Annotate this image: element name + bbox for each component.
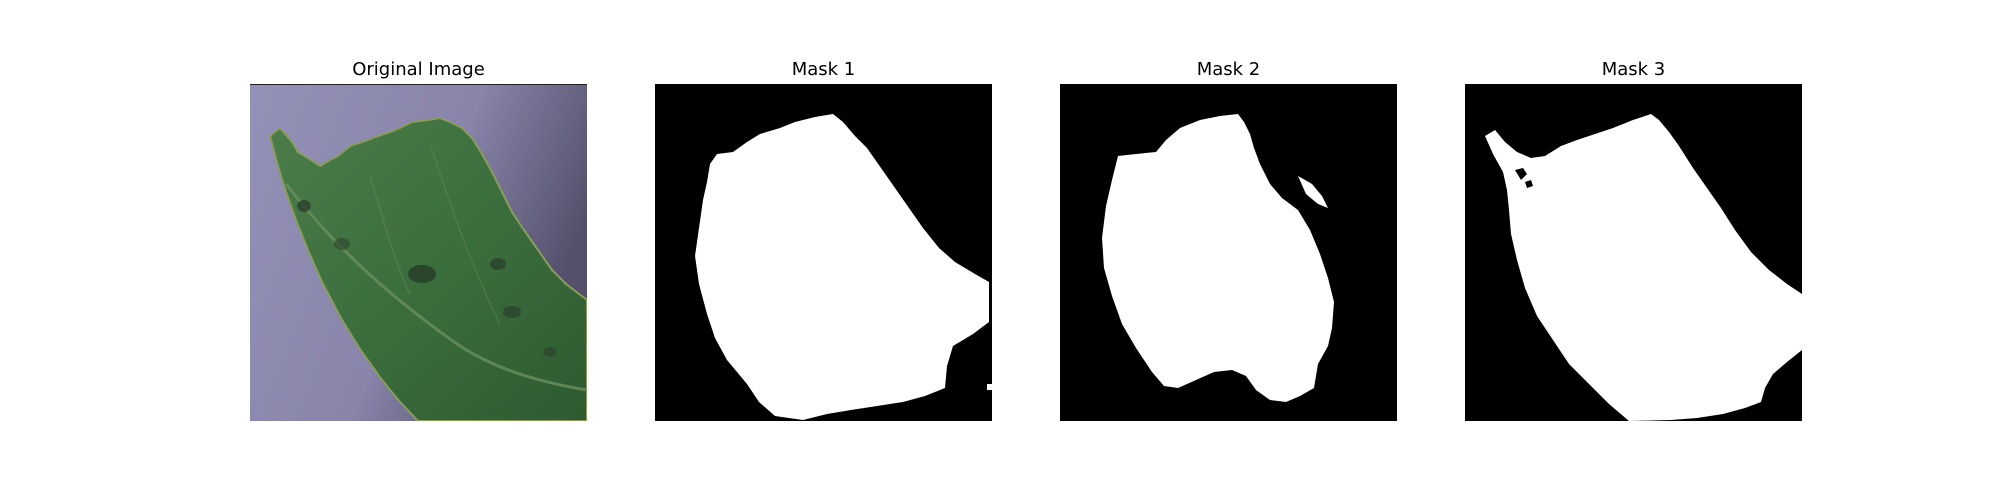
mask-1-image xyxy=(655,84,992,421)
mask-2-image xyxy=(1060,84,1397,421)
mask-3-image xyxy=(1465,84,1802,421)
panel-title: Mask 2 xyxy=(1196,59,1261,80)
mask-3-region xyxy=(1485,114,1802,421)
mask-2-region xyxy=(1102,114,1334,402)
panel-title: Original Image xyxy=(352,59,485,80)
panel-title: Mask 1 xyxy=(791,59,856,80)
original-leaf-photo xyxy=(250,84,587,421)
mask-1-region xyxy=(695,114,989,420)
panel-title: Mask 3 xyxy=(1601,59,1666,80)
